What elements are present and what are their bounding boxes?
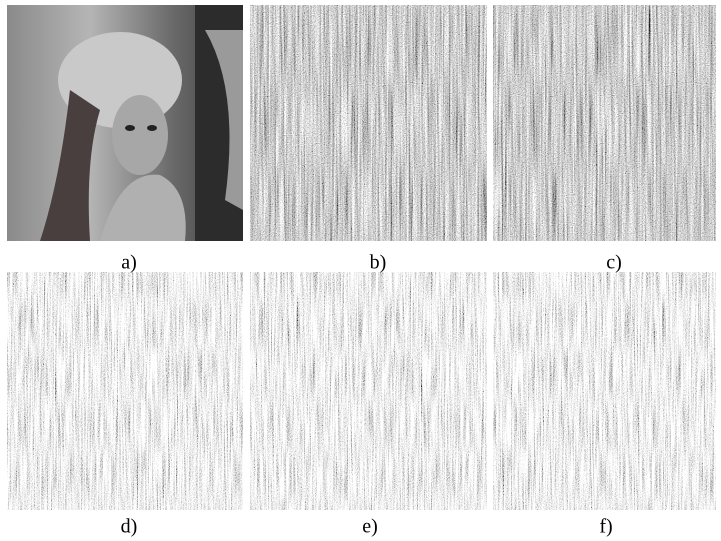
caption: c)	[606, 252, 622, 274]
caption: d)	[121, 516, 138, 538]
image-f	[493, 272, 716, 510]
caption: e)	[362, 516, 378, 538]
image-b	[250, 5, 487, 241]
image-a	[7, 5, 243, 241]
figure: a) b) c) d) e) f)	[0, 0, 721, 541]
image-e	[250, 272, 487, 510]
image-c	[493, 5, 716, 241]
caption: a)	[121, 252, 137, 274]
caption: f)	[599, 516, 612, 538]
page: a) b) c) d) e) f) (() => { const data = …	[0, 0, 721, 541]
caption: b)	[370, 252, 387, 274]
image-d	[7, 272, 243, 510]
